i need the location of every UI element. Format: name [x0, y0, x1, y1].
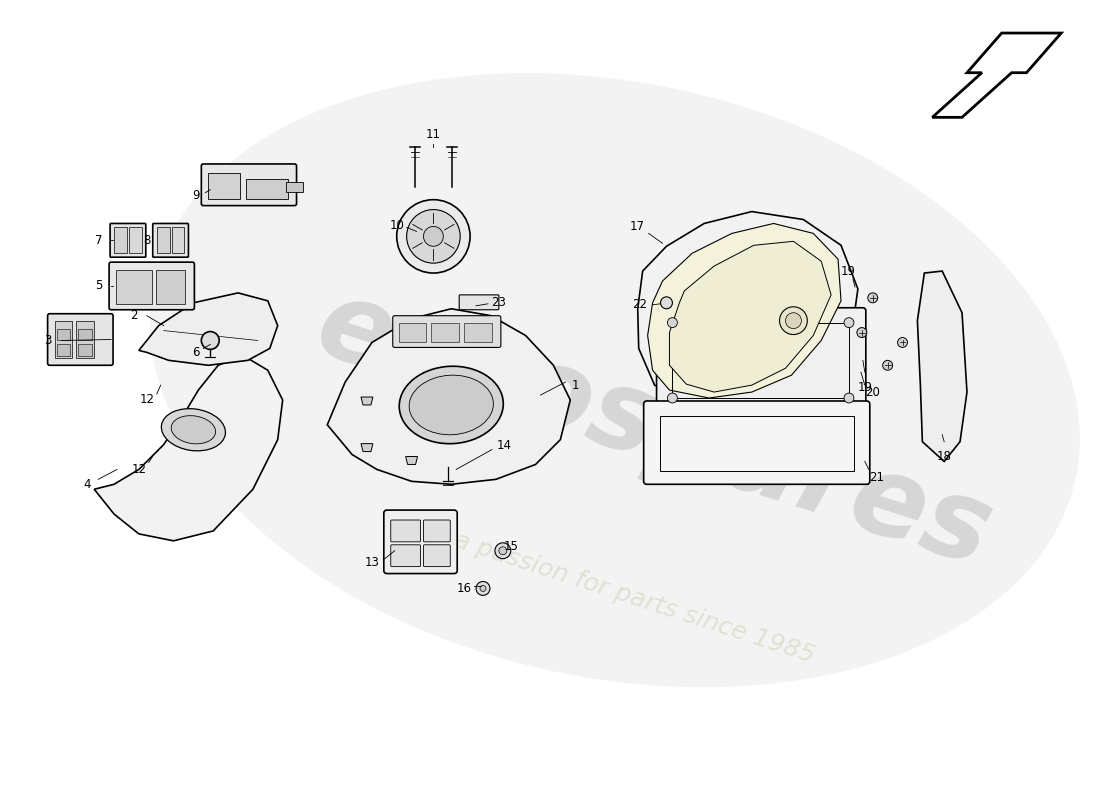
Text: 13: 13: [364, 556, 380, 569]
Text: 12: 12: [140, 394, 154, 406]
FancyBboxPatch shape: [201, 164, 297, 206]
Text: a passion for parts since 1985: a passion for parts since 1985: [451, 529, 818, 668]
Ellipse shape: [162, 409, 226, 451]
Circle shape: [480, 586, 486, 591]
Polygon shape: [95, 355, 283, 541]
FancyBboxPatch shape: [459, 295, 499, 310]
FancyBboxPatch shape: [390, 520, 420, 542]
Bar: [672, 322, 849, 398]
Polygon shape: [328, 309, 570, 484]
Bar: [78, 329, 92, 341]
FancyBboxPatch shape: [47, 314, 113, 366]
Circle shape: [397, 200, 470, 273]
Circle shape: [407, 210, 460, 263]
Bar: [114, 227, 126, 254]
Text: 5: 5: [96, 279, 103, 293]
Bar: [76, 321, 95, 358]
Polygon shape: [648, 223, 842, 398]
Bar: [246, 179, 287, 198]
Circle shape: [898, 338, 907, 347]
Circle shape: [499, 546, 507, 554]
Bar: [431, 322, 459, 342]
Bar: [116, 270, 152, 304]
Text: 16: 16: [456, 582, 472, 595]
Circle shape: [882, 360, 892, 370]
Ellipse shape: [172, 416, 216, 444]
Bar: [286, 182, 304, 192]
Text: 21: 21: [869, 471, 884, 484]
Circle shape: [476, 582, 490, 595]
FancyBboxPatch shape: [109, 262, 195, 310]
Text: 6: 6: [192, 346, 200, 359]
Text: 3: 3: [44, 334, 52, 347]
Circle shape: [201, 331, 219, 350]
FancyBboxPatch shape: [657, 308, 866, 413]
FancyBboxPatch shape: [424, 545, 450, 566]
Text: 15: 15: [504, 540, 518, 554]
FancyBboxPatch shape: [393, 316, 500, 347]
Circle shape: [844, 393, 854, 403]
Circle shape: [780, 306, 807, 334]
Bar: [56, 329, 70, 341]
FancyBboxPatch shape: [110, 223, 146, 257]
Bar: [156, 270, 186, 304]
Text: 23: 23: [492, 296, 506, 310]
Text: 1: 1: [572, 378, 579, 392]
Ellipse shape: [399, 366, 504, 444]
Text: 8: 8: [143, 234, 151, 247]
Polygon shape: [670, 242, 832, 392]
Circle shape: [424, 226, 443, 246]
Circle shape: [668, 393, 678, 403]
Bar: [129, 227, 142, 254]
Bar: [56, 345, 70, 356]
Circle shape: [844, 318, 854, 327]
Text: 7: 7: [96, 234, 103, 247]
Text: 19: 19: [857, 381, 872, 394]
Polygon shape: [406, 457, 418, 465]
Circle shape: [868, 293, 878, 303]
Circle shape: [785, 313, 802, 329]
Polygon shape: [361, 444, 373, 451]
Text: 17: 17: [629, 220, 645, 233]
Bar: [55, 321, 73, 358]
Text: 9: 9: [192, 189, 200, 202]
FancyBboxPatch shape: [384, 510, 458, 574]
Circle shape: [668, 318, 678, 327]
Text: 22: 22: [632, 298, 647, 311]
Polygon shape: [139, 293, 277, 366]
Text: 20: 20: [866, 386, 880, 398]
Text: 11: 11: [426, 128, 441, 141]
Bar: [78, 345, 92, 356]
Text: 18: 18: [937, 450, 952, 463]
FancyBboxPatch shape: [424, 520, 450, 542]
Text: 12: 12: [131, 463, 146, 476]
Bar: [660, 416, 854, 471]
Circle shape: [660, 297, 672, 309]
Text: 2: 2: [130, 309, 138, 322]
Polygon shape: [933, 33, 1062, 118]
Polygon shape: [361, 397, 373, 405]
Bar: [208, 173, 240, 198]
Ellipse shape: [409, 375, 494, 434]
Ellipse shape: [150, 73, 1080, 687]
Text: eurospares: eurospares: [304, 270, 1005, 589]
Polygon shape: [638, 211, 858, 412]
Polygon shape: [917, 271, 967, 462]
Text: 19: 19: [840, 265, 856, 278]
Bar: [398, 322, 427, 342]
Text: 14: 14: [496, 439, 512, 452]
FancyBboxPatch shape: [153, 223, 188, 257]
Bar: [464, 322, 492, 342]
Text: 10: 10: [389, 219, 404, 232]
Circle shape: [857, 327, 867, 338]
Text: 4: 4: [84, 478, 91, 491]
Bar: [156, 227, 169, 254]
Circle shape: [495, 543, 510, 558]
FancyBboxPatch shape: [390, 545, 420, 566]
Bar: [172, 227, 185, 254]
FancyBboxPatch shape: [644, 401, 870, 484]
